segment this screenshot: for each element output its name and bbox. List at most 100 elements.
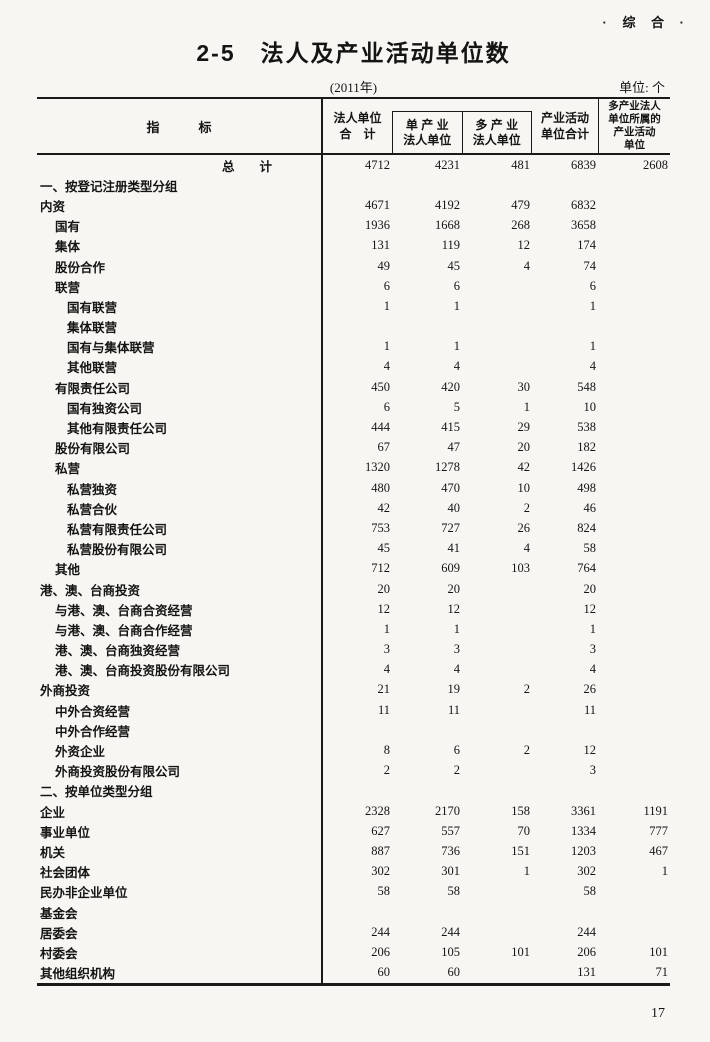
value-single-industry-legal-units: 4231 xyxy=(435,157,460,172)
header-multi-industry-legal-units: 多 产 业 法人单位 xyxy=(463,112,532,153)
value-single-industry-legal-units: 1 xyxy=(453,339,460,354)
value-multi-industry-legal-units: 30 xyxy=(517,379,531,394)
value-multi-industry-legal-units: 42 xyxy=(517,460,531,475)
value-legal-units-total: 8 xyxy=(383,743,390,758)
value-legal-units-total: 712 xyxy=(371,561,390,576)
value-single-industry-legal-units: 3 xyxy=(453,642,460,657)
value-activity-units-total: 3658 xyxy=(571,218,596,233)
value-multi-industry-legal-units: 268 xyxy=(511,218,530,233)
value-legal-units-total: 480 xyxy=(371,480,390,495)
header-line: 单位 xyxy=(624,139,645,151)
row-label: 外商投资股份有限公司 xyxy=(37,760,323,781)
value-activity-units-total: 10 xyxy=(583,399,597,414)
header-single-industry-legal-units: 单 产 业 法人单位 xyxy=(393,112,463,153)
row-label: 私营有限责任公司 xyxy=(37,518,323,539)
value-multi-industry-legal-units: 1 xyxy=(523,864,530,879)
value-single-industry-legal-units: 6 xyxy=(453,278,460,293)
row-label: 集体 xyxy=(37,235,323,256)
value-activity-units-total: 26 xyxy=(583,682,597,697)
row-label: 总 计 xyxy=(37,155,323,176)
table-row: 二、按单位类型分组 xyxy=(37,780,670,801)
value-single-industry-legal-units: 60 xyxy=(447,965,461,980)
value-multi-industry-legal-units: 1 xyxy=(523,399,530,414)
table-row: 与港、澳、台商合资经营 12 12 12 xyxy=(37,599,670,620)
value-legal-units-total: 67 xyxy=(377,440,391,455)
value-activity-units-total: 182 xyxy=(577,440,596,455)
table-row: 基金会 xyxy=(37,901,670,923)
value-legal-units-total: 3 xyxy=(383,642,390,657)
value-multi-industry-legal-units: 481 xyxy=(511,157,530,172)
value-multi-industry-legal-units: 2 xyxy=(523,682,530,697)
value-single-industry-legal-units: 1 xyxy=(453,298,460,313)
value-single-industry-legal-units: 244 xyxy=(441,924,460,939)
row-label: 与港、澳、台商合资经营 xyxy=(37,599,323,620)
value-multi-industry-legal-units: 20 xyxy=(517,440,531,455)
value-activity-units-total: 4 xyxy=(589,662,596,677)
table-row: 与港、澳、台商合作经营 1 1 1 xyxy=(37,619,670,640)
value-activity-units-total: 131 xyxy=(577,965,596,980)
value-legal-units-total: 60 xyxy=(377,965,391,980)
value-activity-units-total: 46 xyxy=(583,500,597,515)
section-tag: · 综 合 · xyxy=(602,15,690,30)
header-activity-units-total: 产业活动 单位合计 xyxy=(532,99,598,153)
row-label: 一、按登记注册类型分组 xyxy=(37,175,323,196)
value-single-industry-legal-units: 4192 xyxy=(435,197,460,212)
value-single-industry-legal-units: 609 xyxy=(441,561,460,576)
value-legal-units-total: 444 xyxy=(371,420,390,435)
header-indicator: 指 标 xyxy=(37,99,323,153)
table-row: 事业单位 627 557 70 1334 777 xyxy=(37,821,670,842)
value-single-industry-legal-units: 45 xyxy=(447,258,461,273)
value-legal-units-total: 11 xyxy=(377,702,390,717)
value-multi-industry-legal-units: 2 xyxy=(523,500,530,515)
value-legal-units-total: 1936 xyxy=(365,218,390,233)
value-multi-industry-activity-units: 2608 xyxy=(643,157,668,172)
value-legal-units-total: 206 xyxy=(371,944,390,959)
table-row: 中外合作经营 xyxy=(37,720,670,741)
value-multi-industry-legal-units: 479 xyxy=(511,197,530,212)
value-legal-units-total: 4712 xyxy=(365,157,390,172)
row-label: 有限责任公司 xyxy=(37,377,323,398)
value-single-industry-legal-units: 1 xyxy=(453,621,460,636)
value-activity-units-total: 74 xyxy=(583,258,597,273)
value-legal-units-total: 2 xyxy=(383,763,390,778)
row-label: 国有与集体联营 xyxy=(37,336,323,357)
table-row: 社会团体 302 301 1 302 1 xyxy=(37,861,670,882)
value-activity-units-total: 824 xyxy=(577,520,596,535)
header-activity-units-of-multi-industry-legal-units: 多产业法人 单位所属的 产业活动 单位 xyxy=(598,99,670,153)
value-single-industry-legal-units: 6 xyxy=(453,743,460,758)
table-row: 港、澳、台商投资股份有限公司 4 4 4 xyxy=(37,659,670,680)
value-legal-units-total: 753 xyxy=(371,520,390,535)
row-label: 居委会 xyxy=(37,922,323,943)
value-single-industry-legal-units: 5 xyxy=(453,399,460,414)
header-line: 产业活动 xyxy=(540,111,589,125)
value-activity-units-total: 3 xyxy=(589,642,596,657)
row-label: 中外合作经营 xyxy=(37,720,323,741)
value-activity-units-total: 4 xyxy=(589,359,596,374)
value-legal-units-total: 1 xyxy=(383,298,390,313)
value-multi-industry-legal-units: 29 xyxy=(517,420,531,435)
table-row: 外资企业 8 6 2 12 xyxy=(37,740,670,761)
row-label: 内资 xyxy=(37,195,323,216)
value-multi-industry-legal-units: 101 xyxy=(511,944,530,959)
table-row: 企业 2328 2170 158 3361 1191 xyxy=(37,801,670,822)
row-label: 社会团体 xyxy=(37,861,323,882)
row-label: 其他联营 xyxy=(37,356,323,378)
header-subgroup-box: 单 产 业 法人单位 多 产 业 法人单位 xyxy=(392,111,532,153)
table-row: 其他有限责任公司 444 415 29 538 xyxy=(37,417,670,438)
value-single-industry-legal-units: 12 xyxy=(447,601,461,616)
row-label: 联营 xyxy=(37,276,323,297)
value-single-industry-legal-units: 420 xyxy=(441,379,460,394)
value-single-industry-legal-units: 11 xyxy=(447,702,460,717)
value-single-industry-legal-units: 470 xyxy=(441,480,460,495)
table-row: 外商投资 21 19 2 26 xyxy=(37,679,670,701)
header-line: 法人单位 xyxy=(333,111,382,125)
header-line: 法人单位 xyxy=(472,132,521,147)
table-row: 国有与集体联营 1 1 1 xyxy=(37,336,670,357)
value-single-industry-legal-units: 4 xyxy=(453,662,460,677)
value-legal-units-total: 4671 xyxy=(365,197,390,212)
table-header: 指 标 法人单位 合 计 单 产 业 法人单位 多 产 业 法人单位 产业活动 … xyxy=(37,97,670,155)
table-row: 集体 131 119 12 174 xyxy=(37,235,670,256)
table-body: 总 计 4712 4231 481 6839 2608 一、按登记注册类型分组 … xyxy=(37,155,670,986)
header-line: 法人单位 xyxy=(403,132,452,147)
value-single-industry-legal-units: 1668 xyxy=(435,218,460,233)
